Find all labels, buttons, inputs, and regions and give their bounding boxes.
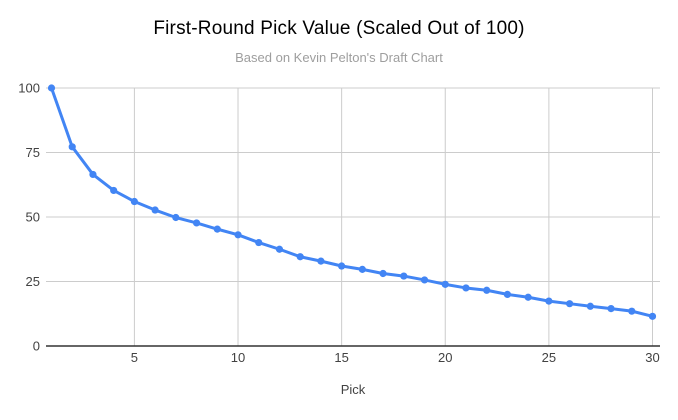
- x-tick-label: 20: [438, 350, 452, 365]
- chart-title: First-Round Pick Value (Scaled Out of 10…: [153, 18, 525, 39]
- x-tick-label: 5: [131, 350, 138, 365]
- x-axis-title: Pick: [341, 382, 366, 397]
- data-point: [296, 253, 304, 261]
- data-point: [420, 276, 429, 284]
- data-point: [338, 262, 346, 270]
- chart-subtitle: Based on Kevin Pelton's Draft Chart: [235, 50, 443, 65]
- y-tick-label: 75: [26, 145, 40, 160]
- x-tick-label: 25: [542, 350, 556, 365]
- series-line: [50, 86, 654, 318]
- data-point: [192, 219, 201, 227]
- data-point: [68, 143, 76, 151]
- data-point: [566, 300, 574, 308]
- data-point: [628, 307, 636, 315]
- data-point: [110, 186, 118, 195]
- x-tick-label: 10: [231, 350, 245, 365]
- data-point: [400, 272, 408, 280]
- data-point: [172, 213, 180, 222]
- y-tick-label: 25: [26, 274, 40, 289]
- data-point: [441, 280, 449, 288]
- data-point: [151, 206, 159, 214]
- y-tick-label: 100: [18, 81, 40, 96]
- data-point: [586, 302, 594, 310]
- x-tick-label: 30: [645, 350, 659, 365]
- data-point: [503, 290, 512, 298]
- data-point: [47, 84, 56, 92]
- data-point: [275, 245, 284, 253]
- data-point: [648, 312, 657, 320]
- data-point: [524, 293, 532, 301]
- data-point: [607, 304, 615, 313]
- x-tick-label: 15: [334, 350, 348, 365]
- data-point: [255, 238, 263, 247]
- data-point: [545, 297, 553, 305]
- y-tick-label: 50: [26, 210, 40, 225]
- data-point: [130, 197, 138, 206]
- data-point: [213, 225, 221, 233]
- data-point: [379, 269, 387, 278]
- data-point: [317, 257, 325, 265]
- y-tick-label: 0: [33, 339, 40, 354]
- data-point: [462, 284, 470, 292]
- data-point: [483, 286, 491, 294]
- data-point: [89, 170, 97, 179]
- data-point: [358, 265, 366, 273]
- data-point: [234, 231, 242, 239]
